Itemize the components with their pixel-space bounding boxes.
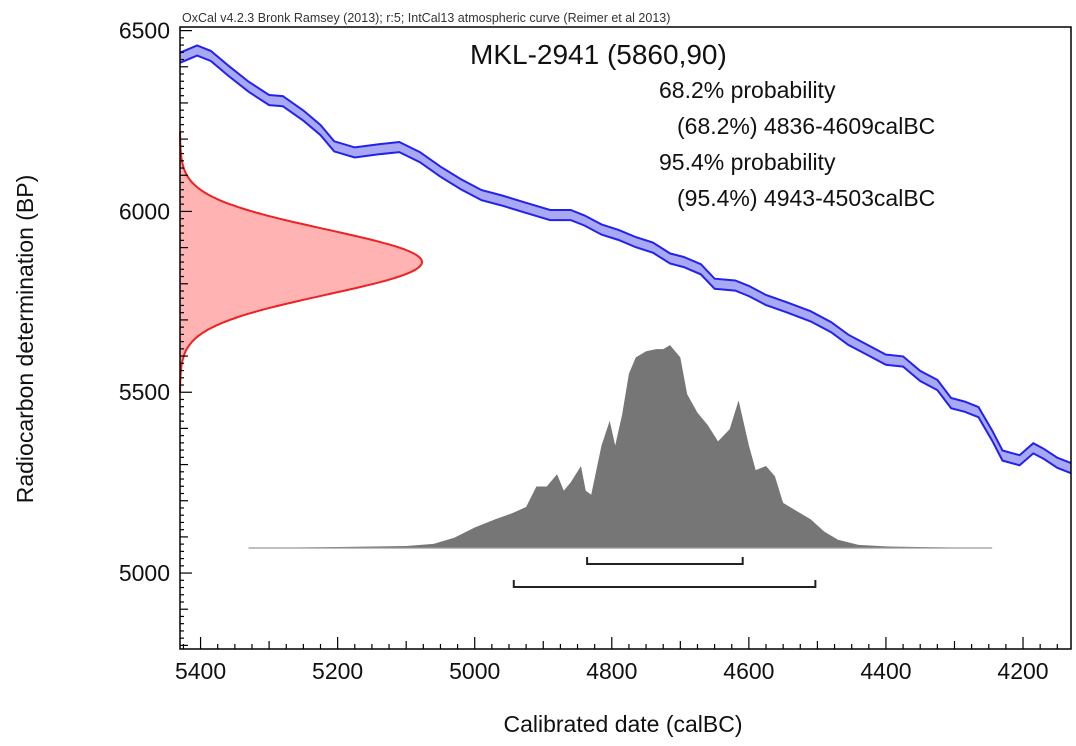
x-tick-label: 4200	[997, 658, 1048, 684]
y-tick-label: 6000	[119, 198, 170, 224]
y-axis-title: Radiocarbon determination (BP)	[12, 175, 38, 504]
calibrated-distribution-area	[248, 345, 993, 548]
x-axis-title: Calibrated date (calBC)	[503, 711, 742, 737]
range-bracket-95	[512, 580, 817, 588]
x-tick-label: 5200	[312, 658, 363, 684]
y-tick-label: 6500	[119, 18, 170, 44]
calibration-curve-upper	[179, 44, 1072, 465]
y-tick-label: 5500	[119, 379, 170, 405]
range-68-label: 68.2% probability	[659, 77, 836, 103]
chart-header: OxCal v4.2.3 Bronk Ramsey (2013); r:5; I…	[182, 11, 670, 25]
x-tick-label: 4400	[860, 658, 911, 684]
range-68-detail: (68.2%) 4836-4609calBC	[677, 113, 935, 139]
x-tick-label: 4800	[586, 658, 637, 684]
plot-frame	[179, 26, 1072, 650]
measurement-distribution-fill	[180, 131, 422, 393]
range-95-label: 95.4% probability	[659, 149, 836, 175]
x-tick-label: 4600	[723, 658, 774, 684]
x-tick-label: 5000	[449, 658, 500, 684]
plot-area: 5400 5200 5000 4800 4600 4400 4200 5000 5500 6000…	[119, 18, 1072, 684]
sample-title: MKL-2941 (5860,90)	[470, 39, 727, 70]
calibration-curve-lower	[179, 54, 1072, 475]
range-bracket-68	[586, 557, 744, 565]
calibration-curve-band	[180, 45, 1071, 474]
x-tick-label: 5400	[175, 658, 226, 684]
y-tick-label: 5000	[119, 560, 170, 586]
range-95-detail: (95.4%) 4943-4503calBC	[677, 185, 935, 211]
